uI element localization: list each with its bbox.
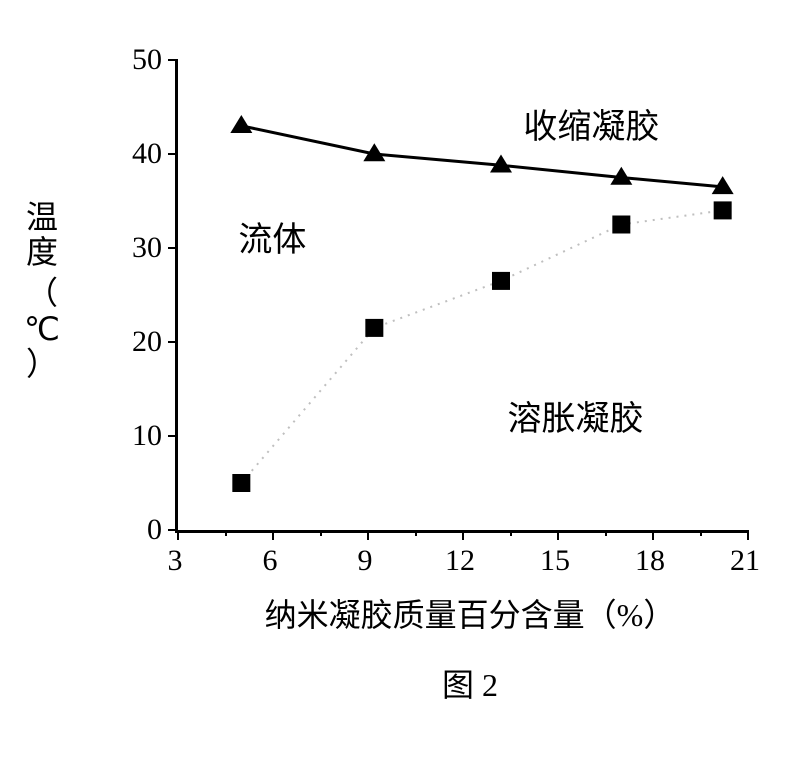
swollen-gel-boundary-marker (365, 319, 383, 337)
y-tick (168, 247, 178, 249)
x-tick (747, 530, 749, 540)
x-tick-label: 21 (730, 544, 760, 578)
x-tick (462, 530, 464, 540)
y-axis-label-paren: ） (22, 347, 62, 382)
x-tick (272, 530, 274, 540)
x-tick-minor (700, 530, 702, 536)
y-tick (168, 153, 178, 155)
swollen-gel-boundary-marker (492, 272, 510, 290)
swollen-gel-boundary-marker (612, 216, 630, 234)
x-tick-label: 15 (540, 544, 570, 578)
region-label: 流体 (238, 212, 306, 261)
swollen-gel-boundary-marker (714, 201, 732, 219)
shrunken-gel-boundary-marker (230, 115, 252, 133)
x-tick-label: 18 (635, 544, 665, 578)
y-axis-label-char: 度 (22, 235, 62, 270)
x-tick-label: 9 (358, 544, 373, 578)
x-tick-minor (320, 530, 322, 536)
y-axis-label-char: 温 (22, 200, 62, 235)
x-axis-label: 纳米凝胶质量百分含量（%） (250, 590, 690, 636)
x-tick (367, 530, 369, 540)
y-tick-label: 20 (120, 325, 162, 359)
swollen-gel-boundary-marker (232, 474, 250, 492)
x-tick (177, 530, 179, 540)
y-axis-label-paren: （ (22, 276, 62, 311)
series-svg (178, 60, 748, 530)
x-tick-minor (605, 530, 607, 536)
x-tick-minor (510, 530, 512, 536)
x-tick (557, 530, 559, 540)
y-axis-label: 温 度 （ ℃ ） (22, 200, 62, 382)
y-tick (168, 59, 178, 61)
x-tick-minor (225, 530, 227, 536)
figure-caption: 图 2 (410, 660, 530, 706)
x-tick-minor (415, 530, 417, 536)
x-tick (652, 530, 654, 540)
swollen-gel-boundary-line (241, 210, 722, 483)
y-tick (168, 341, 178, 343)
y-tick-label: 50 (120, 43, 162, 77)
y-tick-label: 40 (120, 137, 162, 171)
x-tick-label: 12 (445, 544, 475, 578)
region-label: 收缩凝胶 (523, 99, 659, 148)
y-tick-label: 0 (120, 513, 162, 547)
y-tick (168, 529, 178, 531)
y-axis-label-unit: ℃ (22, 312, 62, 347)
chart-container: 温 度 （ ℃ ） 纳米凝胶质量百分含量（%） 图 2 3 6 9 12 15 18 21 0… (0, 0, 796, 776)
y-tick-label: 10 (120, 419, 162, 453)
y-tick-label: 30 (120, 231, 162, 265)
y-tick (168, 435, 178, 437)
plot-area (175, 60, 748, 533)
x-tick-label: 3 (168, 544, 183, 578)
x-tick-label: 6 (263, 544, 278, 578)
region-label: 溶胀凝胶 (508, 391, 644, 440)
